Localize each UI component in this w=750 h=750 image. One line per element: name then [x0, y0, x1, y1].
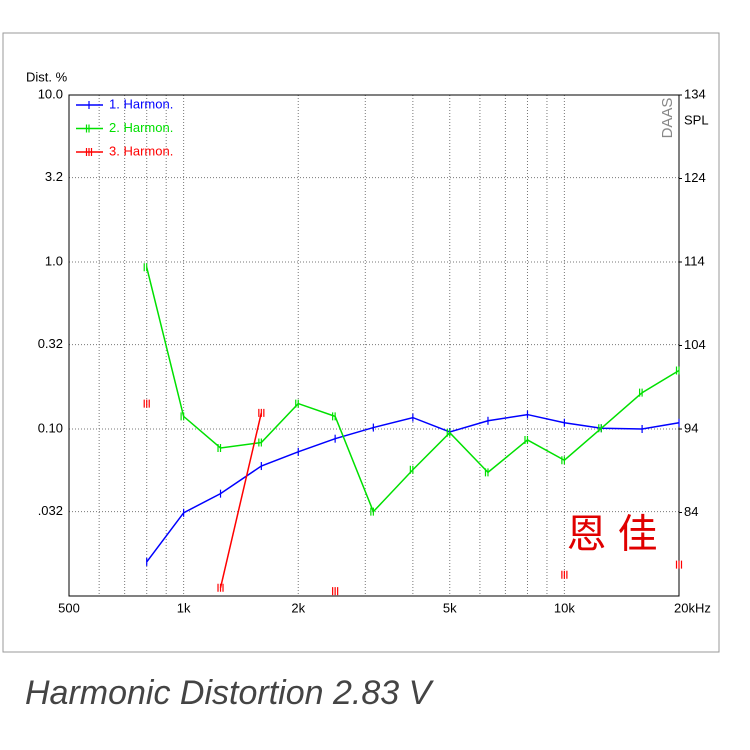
- legend-label: 2. Harmon.: [109, 120, 173, 135]
- y2-axis-label: SPL: [684, 112, 709, 127]
- y-tick-label: .032: [38, 503, 63, 518]
- point-marker: [258, 438, 262, 447]
- point-marker: [217, 583, 224, 592]
- caption: Harmonic Distortion 2.83 V: [25, 674, 435, 712]
- y-tick-label: 10.0: [38, 86, 63, 101]
- x-tick-label: 2k: [291, 600, 305, 615]
- x-tick-label: 500: [58, 600, 80, 615]
- point-marker: [143, 263, 148, 272]
- x-tick-label: 10k: [554, 600, 575, 615]
- legend-label: 3. Harmon.: [109, 143, 173, 158]
- logo: DAAS: [659, 98, 676, 139]
- y-tick-label: 0.32: [38, 336, 63, 351]
- y2-tick-label: 134: [684, 86, 706, 101]
- point-marker: [332, 412, 336, 421]
- x-tick-label: 1k: [177, 600, 191, 615]
- watermark: 恩 佳: [566, 513, 657, 557]
- point-marker: [675, 560, 683, 569]
- point-marker: [370, 507, 374, 516]
- y2-tick-label: 104: [684, 337, 706, 352]
- point-marker: [561, 570, 568, 579]
- y2-tick-label: 124: [684, 170, 706, 185]
- y-tick-label: 0.10: [38, 420, 63, 435]
- point-marker: [258, 408, 265, 417]
- x-tick-label: 20kHz: [674, 600, 711, 615]
- legend-marker: [85, 148, 93, 156]
- y-tick-label: 3.2: [45, 169, 63, 184]
- point-marker: [332, 587, 339, 596]
- plot-area: [69, 95, 679, 596]
- y2-tick-label: 84: [684, 504, 698, 519]
- point-marker: [143, 399, 150, 408]
- legend-label: 1. Harmon.: [109, 96, 173, 111]
- y2-tick-label: 94: [684, 420, 698, 435]
- y2-tick-label: 114: [684, 253, 705, 268]
- point-marker: [598, 424, 602, 433]
- point-marker: [524, 435, 529, 444]
- point-marker: [446, 428, 451, 437]
- point-marker: [217, 443, 222, 452]
- legend-marker: [85, 124, 90, 133]
- point-marker: [180, 412, 185, 421]
- point-marker: [295, 399, 299, 408]
- point-marker: [561, 456, 565, 465]
- y-axis-label: Dist. %: [26, 69, 68, 84]
- point-marker: [484, 468, 489, 477]
- point-marker: [639, 388, 643, 397]
- point-marker: [409, 465, 414, 474]
- x-tick-label: 5k: [443, 600, 457, 615]
- y-tick-label: 1.0: [45, 253, 63, 268]
- plot-border: [68, 94, 680, 597]
- point-marker: [675, 366, 680, 375]
